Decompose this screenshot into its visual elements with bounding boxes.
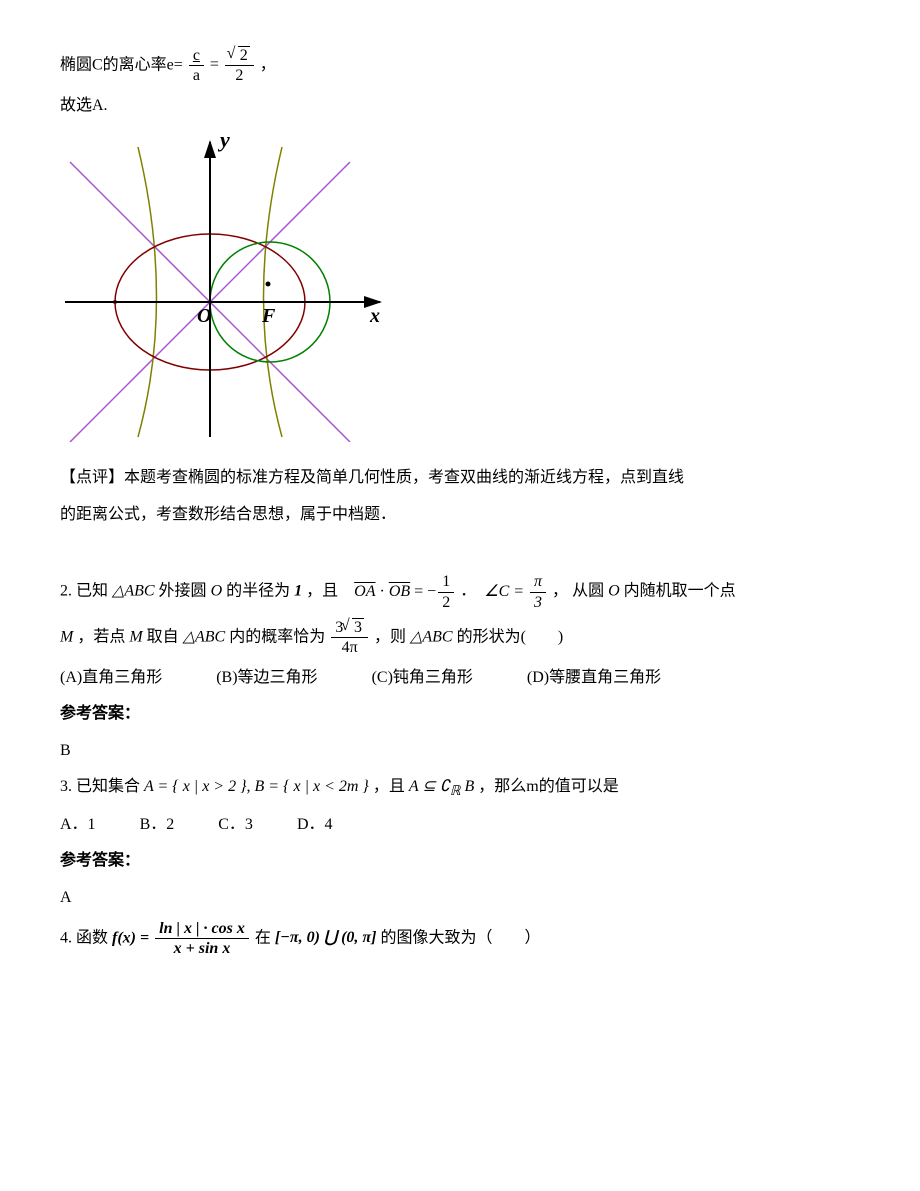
- q3-optD[interactable]: D．4: [297, 810, 333, 840]
- svg-text:x: x: [369, 305, 380, 327]
- q2-line1: 2. 已知 △ABC 外接圆 O 的半径为 1 ，且 OA · OB = −12…: [60, 572, 860, 611]
- q3-ans-label: 参考答案：: [60, 846, 860, 876]
- q3-ans: A: [60, 883, 860, 913]
- q4-line: 4. 函数 f(x) = ln | x | · cos x x + sin x …: [60, 919, 860, 958]
- q3-optB[interactable]: B．2: [140, 810, 175, 840]
- q4-formula: f(x) = ln | x | · cos x x + sin x: [112, 919, 251, 958]
- q2-angleC: ∠C = π3: [484, 583, 552, 600]
- q2-optA[interactable]: (A)直角三角形: [60, 663, 162, 693]
- q2-optC[interactable]: (C)钝角三角形: [372, 663, 473, 693]
- conics-diagram: xyOF: [60, 132, 860, 453]
- q3-optA[interactable]: A．1: [60, 810, 96, 840]
- q2-options: (A)直角三角形 (B)等边三角形 (C)钝角三角形 (D)等腰直角三角形: [60, 663, 860, 693]
- svg-text:O: O: [197, 305, 211, 327]
- svg-text:F: F: [261, 305, 276, 327]
- comment-para: 【点评】本题考查椭圆的标准方程及简单几何性质，考查双曲线的渐近线方程，点到直线: [60, 463, 860, 493]
- comment-tag: 【点评】: [60, 469, 124, 486]
- comment-para2: 的距离公式，考查数形结合思想，属于中档题．: [60, 500, 860, 530]
- intro-line-2: 故选A.: [60, 91, 860, 121]
- frac-c-over-a: c a: [189, 46, 204, 85]
- q2-prob-frac: 33 4π: [331, 618, 368, 657]
- q2-optB[interactable]: (B)等边三角形: [216, 663, 317, 693]
- q3-line1: 3. 已知集合 A = { x | x > 2 }, B = { x | x <…: [60, 772, 860, 804]
- intro-line-1: 椭圆C的离心率e= c a = 2 2 ，: [60, 46, 860, 85]
- q2-optD[interactable]: (D)等腰直角三角形: [527, 663, 661, 693]
- q3-relation: A ⊆ ∁ℝ B: [409, 778, 478, 795]
- q2-line2: M ，若点 M 取自 △ABC 内的概率恰为 33 4π ，则 △ABC 的形状…: [60, 618, 860, 657]
- frac-sqrt2-over-2: 2 2: [225, 46, 254, 85]
- q2-oaob: OA · OB = −12: [354, 583, 460, 600]
- q2-ans-label: 参考答案：: [60, 699, 860, 729]
- q3-options: A．1 B．2 C．3 D．4: [60, 810, 860, 840]
- q3-optC[interactable]: C．3: [218, 810, 253, 840]
- intro-prefix: 椭圆C的离心率e=: [60, 56, 183, 73]
- q2-ans: B: [60, 736, 860, 766]
